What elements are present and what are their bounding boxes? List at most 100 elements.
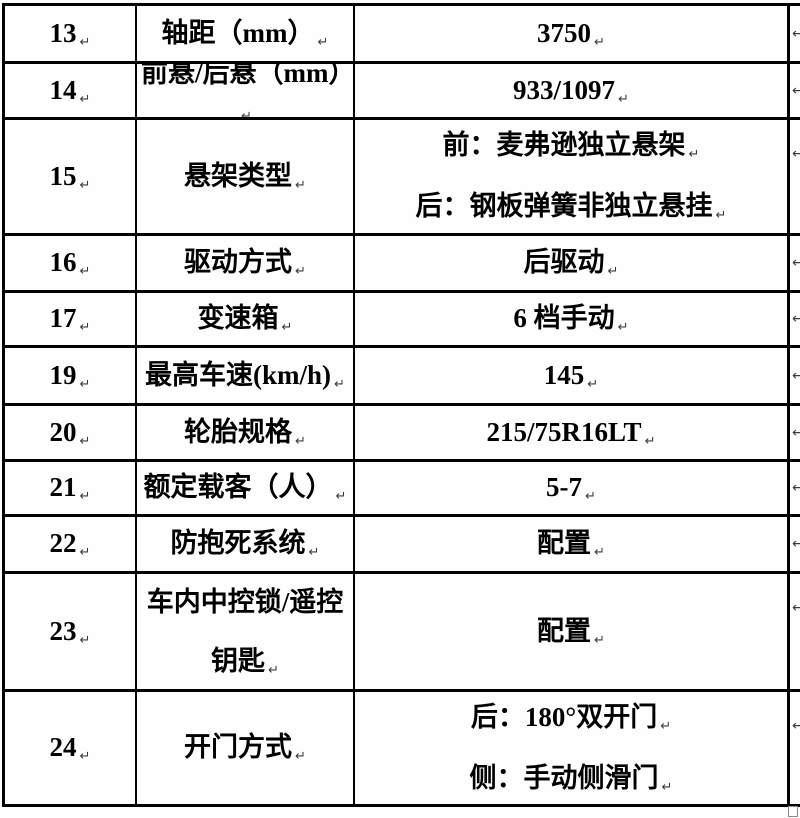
spec-value-cell: 933/1097 ↵ [355,64,790,117]
row-number-cell: 20 ↵ [2,406,137,459]
spec-value-line: 后：钢板弹簧非独立悬挂 ↵ [416,190,727,224]
spec-value-line: 侧：手动侧滑门 ↵ [470,762,673,796]
paragraph-mark-icon: ↵ [79,632,91,648]
row-number: 13 [49,17,77,48]
spec-name-cell: 车内中控锁/遥控钥匙 ↵ [137,574,355,689]
paragraph-mark-icon: ↵ [308,545,320,561]
table-row: 15 ↵ 悬架类型 ↵ 前：麦弗逊独立悬架 ↵ 后：钢板弹簧非独立悬挂 ↵ ↵ [2,120,800,236]
row-end-gutter: ↵ [790,6,800,61]
doc-end-marker [788,806,798,817]
paragraph-mark-icon: ↵ [79,749,91,765]
row-number: 20 [49,416,77,447]
paragraph-mark-icon: ↵ [79,433,91,449]
spec-name-cell: 防抱死系统 ↵ [137,517,355,571]
row-end-mark-icon: ↵ [792,25,800,42]
paragraph-mark-icon: ↵ [295,264,306,280]
row-end-gutter: ↵ [790,64,800,117]
spec-value-cell: 后：180°双开门 ↵ 侧：手动侧滑门 ↵ [355,692,790,804]
spec-name: 防抱死系统 [170,528,306,559]
table-row: 17 ↵ 变速箱 ↵ 6 档手动 ↵ ↵ [2,293,800,348]
paragraph-mark-icon: ↵ [660,718,672,734]
paragraph-mark-icon: ↵ [295,433,306,449]
spec-name-cell: 悬架类型 ↵ [137,120,355,233]
paragraph-mark-icon: ↵ [79,376,91,392]
table-row: 13 ↵ 轴距（mm） ↵ 3750 ↵ ↵ [2,6,800,64]
paragraph-mark-icon: ↵ [715,208,727,223]
spec-value-cell: 6 档手动 ↵ [355,293,790,345]
paragraph-mark-icon: ↵ [317,34,329,50]
spec-name: 轮胎规格 [184,416,293,447]
spec-value-cell: 配置 ↵ [355,517,790,571]
paragraph-mark-icon: ↵ [281,320,293,336]
table-row: 16 ↵ 驱动方式 ↵ 后驱动 ↵ ↵ [2,236,800,293]
spec-name: 变速箱 [197,303,279,334]
row-number: 21 [49,472,77,503]
spec-value-cell: 前：麦弗逊独立悬架 ↵ 后：钢板弹簧非独立悬挂 ↵ [355,120,790,233]
row-number-cell: 24 ↵ [2,692,137,804]
spec-name-cell: 额定载客（人） ↵ [137,462,355,514]
spec-value-cell: 5-7 ↵ [355,462,790,514]
row-end-mark-icon: ↵ [792,480,800,496]
row-end-gutter: ↵ [790,293,800,345]
row-end-gutter: ↵ [790,406,800,459]
row-end-mark-icon: ↵ [792,311,800,327]
row-number: 24 [49,732,77,763]
row-end-mark-icon: ↵ [792,600,800,616]
table-row: 14 ↵ 前悬/后悬（mm）↵ 933/1097 ↵ ↵ [2,64,800,120]
row-end-mark-icon: ↵ [792,718,800,734]
row-number-cell: 15 ↵ [2,120,137,233]
spec-name-cell: 轴距（mm） ↵ [137,6,355,61]
spec-name-cell: 前悬/后悬（mm） ↵ [137,64,355,117]
spec-value: 215/75R16LT [486,416,642,447]
row-number-cell: 17 ↵ [2,293,137,345]
row-end-gutter: ↵ [790,120,800,233]
row-number: 22 [49,528,77,559]
spec-name-cell: 最高车速(km/h) ↵ [137,348,355,403]
spec-name: 悬架类型 [184,160,293,191]
spec-value: 配置 [537,528,592,559]
paragraph-mark-icon: ↵ [594,632,605,648]
spec-value: 145 [543,359,585,390]
paragraph-mark-icon: ↵ [587,376,599,392]
paragraph-mark-icon: ↵ [79,177,91,193]
spec-value: 933/1097 [513,74,616,105]
paragraph-mark-icon: ↵ [335,489,347,505]
spec-value: 后驱动 [523,247,605,278]
paragraph-mark-icon: ↵ [268,662,279,678]
paragraph-mark-icon: ↵ [295,749,306,765]
row-end-mark-icon: ↵ [792,367,800,384]
paragraph-mark-icon: ↵ [79,489,91,505]
table-row: 23 ↵ 车内中控锁/遥控钥匙 ↵ 配置 ↵ ↵ [2,574,800,692]
row-end-mark-icon: ↵ [792,82,800,99]
spec-value-cell: 配置 ↵ [355,574,790,689]
paragraph-mark-icon: ↵ [79,91,91,107]
paragraph-mark-icon: ↵ [79,545,91,561]
spec-value-cell: 3750 ↵ [355,6,790,61]
row-end-mark-icon: ↵ [792,424,800,441]
paragraph-mark-icon: ↵ [79,34,91,50]
row-end-gutter: ↵ [790,348,800,403]
row-end-gutter: ↵ [790,236,800,290]
paragraph-mark-icon: ↵ [241,108,252,118]
spec-name: 车内中控锁/遥控钥匙 [146,587,344,676]
table-row: 24 ↵ 开门方式 ↵ 后：180°双开门 ↵ 侧：手动侧滑门 ↵ ↵ [2,692,800,807]
table-row: 20 ↵ 轮胎规格 ↵ 215/75R16LT ↵ ↵ [2,406,800,462]
row-end-mark-icon: ↵ [792,255,800,271]
spec-name-cell: 驱动方式 ↵ [137,236,355,290]
spec-value-cell: 215/75R16LT ↵ [355,406,790,459]
spec-name: 驱动方式 [184,247,293,278]
row-number-cell: 16 ↵ [2,236,137,290]
row-number: 17 [49,303,77,334]
spec-value-cell: 后驱动 ↵ [355,236,790,290]
paragraph-mark-icon: ↵ [594,545,605,561]
row-number: 23 [49,615,77,646]
spec-value: 后：180°双开门 [470,701,658,732]
row-number-cell: 23 ↵ [2,574,137,689]
table-row: 19 ↵ 最高车速(km/h) ↵ 145 ↵ ↵ [2,348,800,406]
spec-name: 轴距（mm） [161,17,315,48]
spec-name-cell: 变速箱 ↵ [137,293,355,345]
paragraph-mark-icon: ↵ [644,433,656,449]
paragraph-mark-icon: ↵ [79,320,91,336]
spec-table: 13 ↵ 轴距（mm） ↵ 3750 ↵ ↵ 14 ↵ 前悬/后悬（mm）↵ 933/1… [2,3,800,807]
spec-value-line: 前：麦弗逊独立悬架 ↵ [443,129,700,163]
